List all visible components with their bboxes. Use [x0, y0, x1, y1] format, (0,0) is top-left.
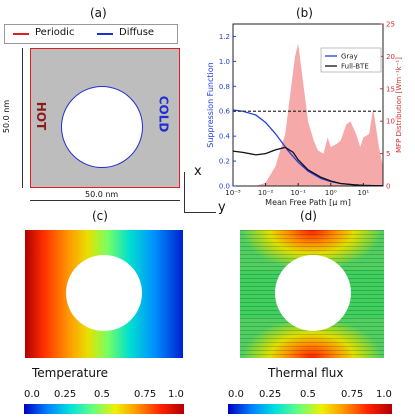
- chart-frame: [232, 23, 384, 187]
- cold-label: COLD: [156, 95, 171, 133]
- x-tick-label: 10⁻¹: [290, 189, 306, 197]
- vertical-dimension-arrow: [22, 48, 23, 188]
- mfp-distribution-area: [233, 43, 383, 186]
- x-axis-label: x: [194, 164, 202, 179]
- y-left-tick-label: 0.2: [219, 158, 230, 166]
- periodic-legend-swatch: [13, 33, 29, 35]
- axes-indicator: x y: [180, 164, 226, 220]
- flux-colorbar-tick-2: 0.5: [300, 389, 316, 400]
- temperature-colorbar-tick-3: 0.75: [134, 389, 157, 400]
- temperature-colorbar-tick-2: 0.5: [94, 389, 110, 400]
- temperature-colorbar-tick-0: 0.0: [24, 389, 40, 400]
- panel-a-legend: Periodic Diffuse: [4, 24, 178, 44]
- temperature-field: [25, 230, 183, 358]
- y-left-tick-label: 1.2: [219, 33, 230, 41]
- y-left-axis-title: Suppression Function: [206, 62, 215, 147]
- x-tick-label: 10⁰: [325, 189, 337, 197]
- legend-label-gray: Gray: [341, 53, 358, 61]
- temperature-colorbar-tick-1: 0.25: [54, 389, 77, 400]
- flux-colorbar-tick-0: 0.0: [228, 389, 244, 400]
- horizontal-dimension-label: 50.0 nm: [85, 190, 119, 199]
- panel-d-label: (d): [300, 209, 317, 223]
- diffuse-legend-swatch: [97, 33, 113, 35]
- flux-caption: Thermal flux: [268, 366, 344, 380]
- y-left-tick-label: 0.6: [219, 108, 231, 116]
- thermal-flux-field: [240, 230, 384, 358]
- y-right-tick-label: 5: [386, 150, 390, 158]
- y-right-tick-label: 20: [386, 53, 395, 61]
- pore-circle: [61, 86, 143, 168]
- temperature-colorbar: [24, 404, 184, 414]
- y-right-tick-label: 15: [386, 85, 395, 93]
- temperature-caption: Temperature: [32, 366, 109, 380]
- flux-colorbar-ticks: 0.0 0.25 0.5 0.75 1.0: [228, 389, 392, 403]
- y-left-tick-label: 0.0: [219, 183, 230, 191]
- full-bte-series-line: [232, 146, 384, 187]
- y-right-tick-label: 25: [386, 21, 395, 29]
- periodic-legend-label: Periodic: [35, 27, 75, 38]
- x-tick-label: 10¹: [358, 189, 370, 197]
- x-arrow: [184, 172, 185, 212]
- hot-label: HOT: [34, 101, 49, 131]
- diffuse-legend-label: Diffuse: [119, 27, 155, 38]
- y-left-tick-label: 1.0: [219, 58, 230, 66]
- flux-pore: [275, 255, 351, 331]
- panel-c-label: (c): [92, 209, 108, 223]
- flux-colorbar: [228, 404, 392, 414]
- panel-b-label: (b): [296, 6, 313, 20]
- x-axis-title: Mean Free Path [μ m]: [265, 198, 351, 206]
- y-axis-label: y: [218, 200, 226, 215]
- horizontal-dimension-arrow: [30, 200, 180, 201]
- legend-label-full-bte: Full-BTE: [341, 63, 369, 71]
- y-right-tick-label: 10: [386, 118, 395, 126]
- temperature-colorbar-tick-4: 1.0: [168, 389, 184, 400]
- flux-colorbar-tick-3: 0.75: [341, 389, 364, 400]
- temperature-colorbar-ticks: 0.0 0.25 0.5 0.75 1.0: [24, 389, 184, 403]
- y-right-tick-label: 0: [386, 183, 390, 191]
- y-left-tick-label: 0.8: [219, 83, 230, 91]
- flux-colorbar-tick-4: 1.0: [376, 389, 392, 400]
- vertical-dimension-label: 50.0 nm: [2, 99, 12, 134]
- flux-colorbar-tick-1: 0.25: [259, 389, 282, 400]
- mfp-chart: 0.0 0.2 0.4 0.6 0.8 1.0 1.2 0 5 10 15 20 25 10⁻³ 10⁻² 1…: [206, 21, 403, 207]
- y-right-axis-title: MFP Distribution [Wm⁻¹k⁻¹]: [395, 57, 403, 153]
- x-tick-label: 10⁻³: [225, 189, 241, 197]
- chart-legend-box: [320, 47, 382, 73]
- panel-a-domain: HOT COLD: [30, 48, 180, 188]
- y-left-tick-label: 0.4: [219, 133, 231, 141]
- x-tick-label: 10⁻²: [258, 189, 274, 197]
- panel-a-label: (a): [90, 6, 107, 20]
- y-arrow: [184, 212, 216, 213]
- temperature-pore: [66, 255, 142, 331]
